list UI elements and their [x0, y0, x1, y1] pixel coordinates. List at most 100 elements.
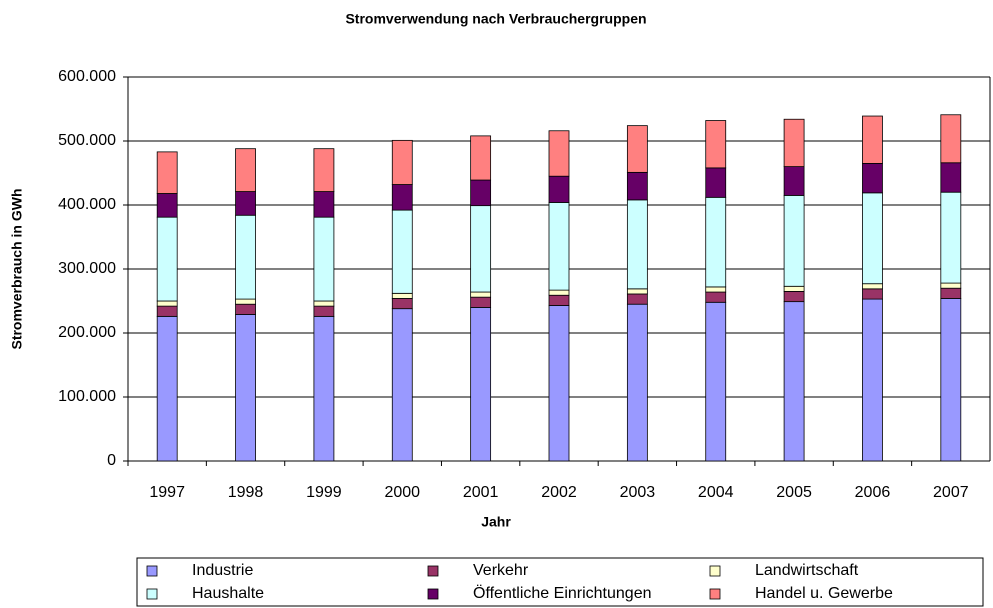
y-tick-label: 0 — [107, 452, 116, 469]
bar-segment — [548, 130, 570, 177]
legend-swatch — [427, 565, 439, 577]
bar-segment — [470, 306, 492, 462]
bar-segment — [548, 305, 570, 462]
bar-segment — [940, 162, 962, 193]
bar-segment — [391, 184, 413, 211]
legend-swatch — [146, 588, 158, 600]
y-axis-label: Stromverbrauch in GWh — [9, 188, 25, 349]
bar-segment — [391, 139, 413, 185]
bar-segment — [705, 167, 727, 198]
bar-segment — [783, 285, 805, 292]
y-tick-label: 600.000 — [58, 68, 116, 85]
bar-segment — [470, 205, 492, 293]
bar-segment — [862, 162, 883, 194]
legend-label: Verkehr — [473, 562, 529, 579]
bar-segment — [705, 291, 727, 303]
bar-segment — [862, 115, 883, 164]
x-tick-label: 1997 — [149, 484, 185, 501]
bar-segment — [862, 192, 883, 285]
bar-segment — [862, 298, 883, 462]
bar-segment — [235, 214, 256, 300]
bar-segment — [313, 148, 335, 192]
bar-segment — [156, 300, 178, 307]
bar-segment — [235, 303, 256, 315]
bar-segment — [313, 315, 335, 462]
x-tick-label: 2000 — [384, 484, 420, 501]
legend-label: Industrie — [192, 562, 253, 579]
bar-segment — [940, 287, 962, 299]
bar-segment — [705, 301, 727, 462]
bar-segment — [783, 194, 805, 287]
bar-segment — [940, 282, 962, 289]
bar-segment — [235, 191, 256, 216]
y-tick-label: 200.000 — [58, 324, 116, 341]
x-tick-label: 2004 — [698, 484, 734, 501]
legend-box — [136, 557, 984, 607]
bar-segment — [470, 135, 492, 181]
bar-segment — [862, 283, 883, 290]
bar-segment — [783, 118, 805, 167]
bar-segment — [705, 286, 727, 293]
legend-label: Haushalte — [192, 585, 264, 602]
x-axis-label: Jahr — [481, 514, 511, 530]
bar-segment — [626, 171, 648, 201]
y-tick-label: 300.000 — [58, 260, 116, 277]
bar-segment — [783, 290, 805, 303]
legend-swatch — [146, 565, 158, 577]
bar-segment — [705, 120, 727, 169]
legend-label: Landwirtschaft — [755, 562, 859, 579]
y-tick-label: 500.000 — [58, 132, 116, 149]
bar-segment — [940, 298, 962, 462]
bar-segment — [548, 202, 570, 291]
bar-segment — [391, 292, 413, 299]
bar-segment — [783, 301, 805, 462]
legend-swatch — [427, 588, 439, 600]
bar-segment — [862, 288, 883, 300]
bar-segment — [391, 308, 413, 462]
x-tick-label: 2002 — [541, 484, 577, 501]
y-tick-label: 100.000 — [58, 388, 116, 405]
bar-segment — [235, 298, 256, 305]
bar-segment — [626, 125, 648, 173]
bar-segment — [940, 114, 962, 164]
bar-segment — [548, 294, 570, 306]
bar-segment — [470, 296, 492, 308]
x-tick-label: 1999 — [306, 484, 342, 501]
bar-segment — [626, 288, 648, 295]
bar-segment — [470, 291, 492, 298]
y-tick-label: 400.000 — [58, 196, 116, 213]
x-tick-label: 2005 — [776, 484, 812, 501]
bar-segment — [470, 179, 492, 207]
bar-segment — [156, 193, 178, 218]
x-tick-label: 1998 — [228, 484, 264, 501]
bar-segment — [783, 166, 805, 196]
x-tick-label: 2007 — [933, 484, 969, 501]
bar-segment — [313, 300, 335, 307]
bar-segment — [313, 216, 335, 302]
bar-segment — [626, 293, 648, 305]
bar-segment — [313, 191, 335, 218]
bar-segment — [391, 209, 413, 294]
bar-segment — [235, 314, 256, 462]
bar-segment — [313, 305, 335, 317]
bar-segment — [626, 199, 648, 290]
chart-title: Stromverwendung nach Verbrauchergruppen — [345, 11, 646, 27]
legend-label: Öffentliche Einrichtungen — [473, 584, 651, 602]
legend-swatch — [709, 565, 721, 577]
legend-label: Handel u. Gewerbe — [755, 585, 893, 602]
x-tick-label: 2006 — [855, 484, 891, 501]
bar-segment — [626, 303, 648, 462]
bar-segment — [391, 298, 413, 310]
x-tick-label: 2001 — [463, 484, 499, 501]
x-tick-label: 2003 — [620, 484, 656, 501]
bar-segment — [940, 191, 962, 284]
bar-segment — [548, 175, 570, 203]
bar-segment — [156, 315, 178, 462]
bar-segment — [705, 196, 727, 288]
bar-segment — [156, 216, 178, 302]
legend-swatch — [709, 588, 721, 600]
bar-segment — [156, 151, 178, 194]
bar-segment — [156, 305, 178, 317]
bar-segment — [548, 289, 570, 296]
